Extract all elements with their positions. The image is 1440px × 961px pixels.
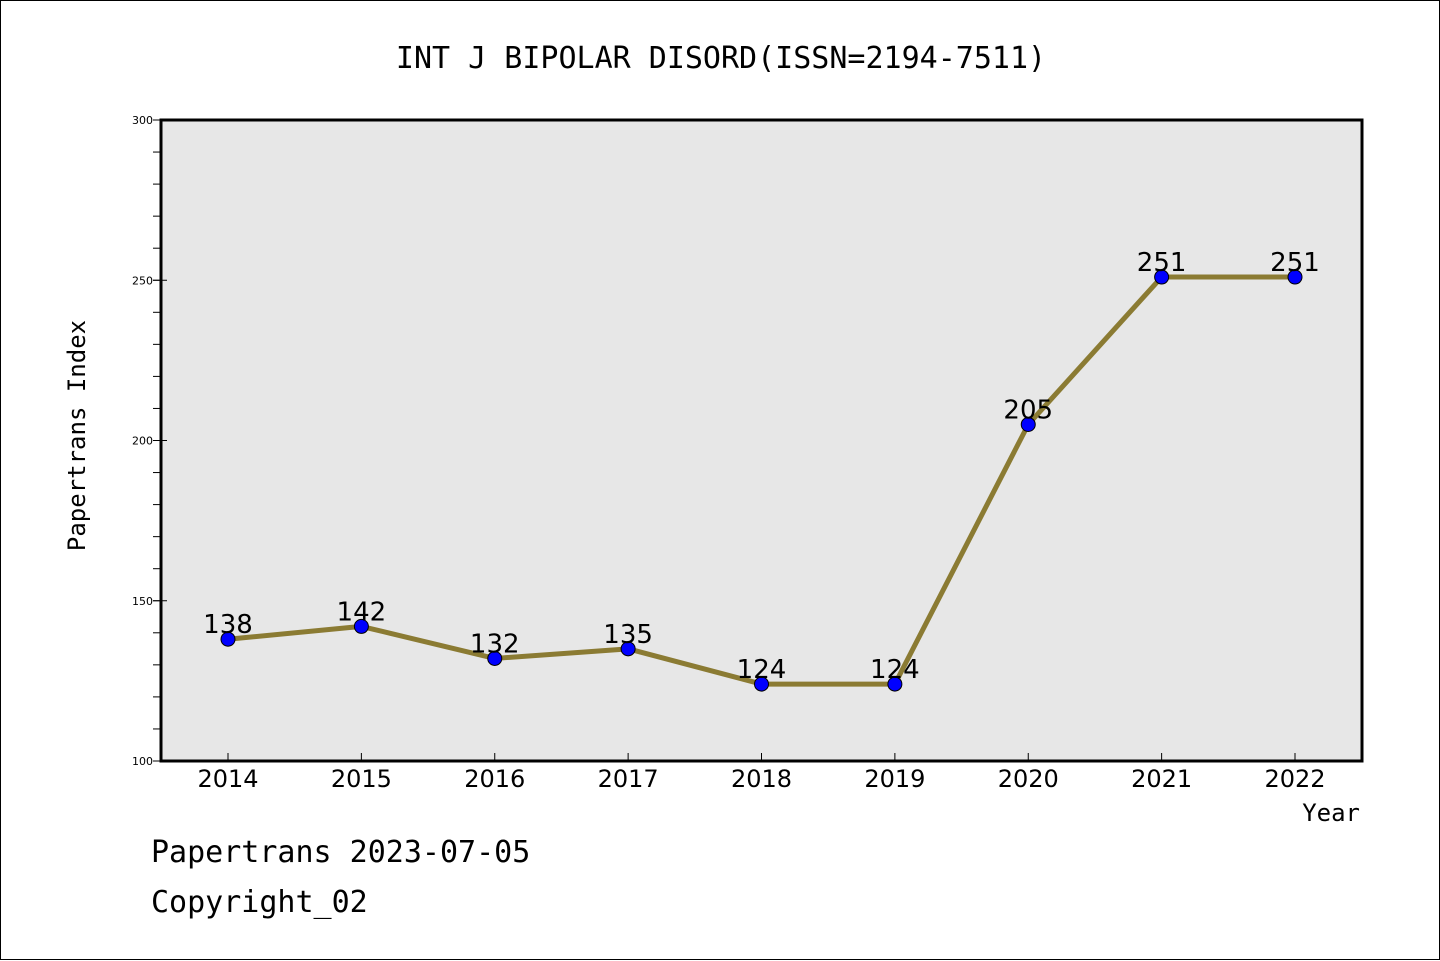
data-label: 251 [1137, 248, 1187, 278]
y-tick-label: 300 [132, 114, 153, 127]
data-label: 132 [470, 629, 520, 659]
x-tick-label: 2019 [864, 765, 925, 793]
data-point [620, 641, 636, 657]
data-point [487, 650, 503, 666]
x-tick-label: 2020 [998, 765, 1059, 793]
data-label: 251 [1270, 248, 1320, 278]
data-point [1020, 416, 1036, 432]
x-axis: 2014 2015 2016 2017 2018 2019 2020 2021 2022 [197, 753, 1326, 793]
data-point [754, 676, 769, 692]
y-tick-label: 100 [132, 755, 153, 768]
data-point [887, 676, 903, 692]
x-tick-label: 2017 [598, 765, 659, 793]
x-tick-label: 2016 [464, 765, 525, 793]
x-tick-label: 2022 [1264, 765, 1325, 793]
data-label: 124 [737, 655, 787, 685]
data-point [1154, 269, 1170, 285]
footer-date: Papertrans 2023-07-05 [151, 835, 531, 870]
x-tick-label: 2014 [197, 765, 258, 793]
chart-title: INT J BIPOLAR DISORD(ISSN=2194-7511) [396, 41, 1046, 76]
data-label: 205 [1003, 395, 1053, 425]
data-point [1287, 269, 1303, 285]
data-label: 142 [337, 597, 387, 627]
data-point [353, 618, 369, 634]
x-tick-label: 2021 [1131, 765, 1192, 793]
data-label: 124 [870, 655, 920, 685]
y-axis: 100 150 200 250 300 [132, 114, 167, 768]
data-point [220, 631, 236, 647]
x-tick-label: 2018 [731, 765, 792, 793]
y-tick-label: 150 [132, 595, 153, 608]
series-line-group [220, 269, 1303, 692]
y-tick-label: 250 [132, 274, 153, 287]
y-tick-label: 200 [132, 435, 153, 448]
footer-copyright: Copyright_02 [151, 885, 368, 920]
data-label: 135 [603, 620, 653, 650]
x-tick-label: 2015 [331, 765, 392, 793]
y-axis-title: Papertrans Index [63, 320, 91, 551]
data-label: 138 [203, 610, 253, 640]
data-labels: 138 142 132 135 124 124 205 251 251 [203, 248, 1320, 685]
plot-area [159, 118, 1364, 763]
x-axis-title: Year [1302, 799, 1360, 827]
